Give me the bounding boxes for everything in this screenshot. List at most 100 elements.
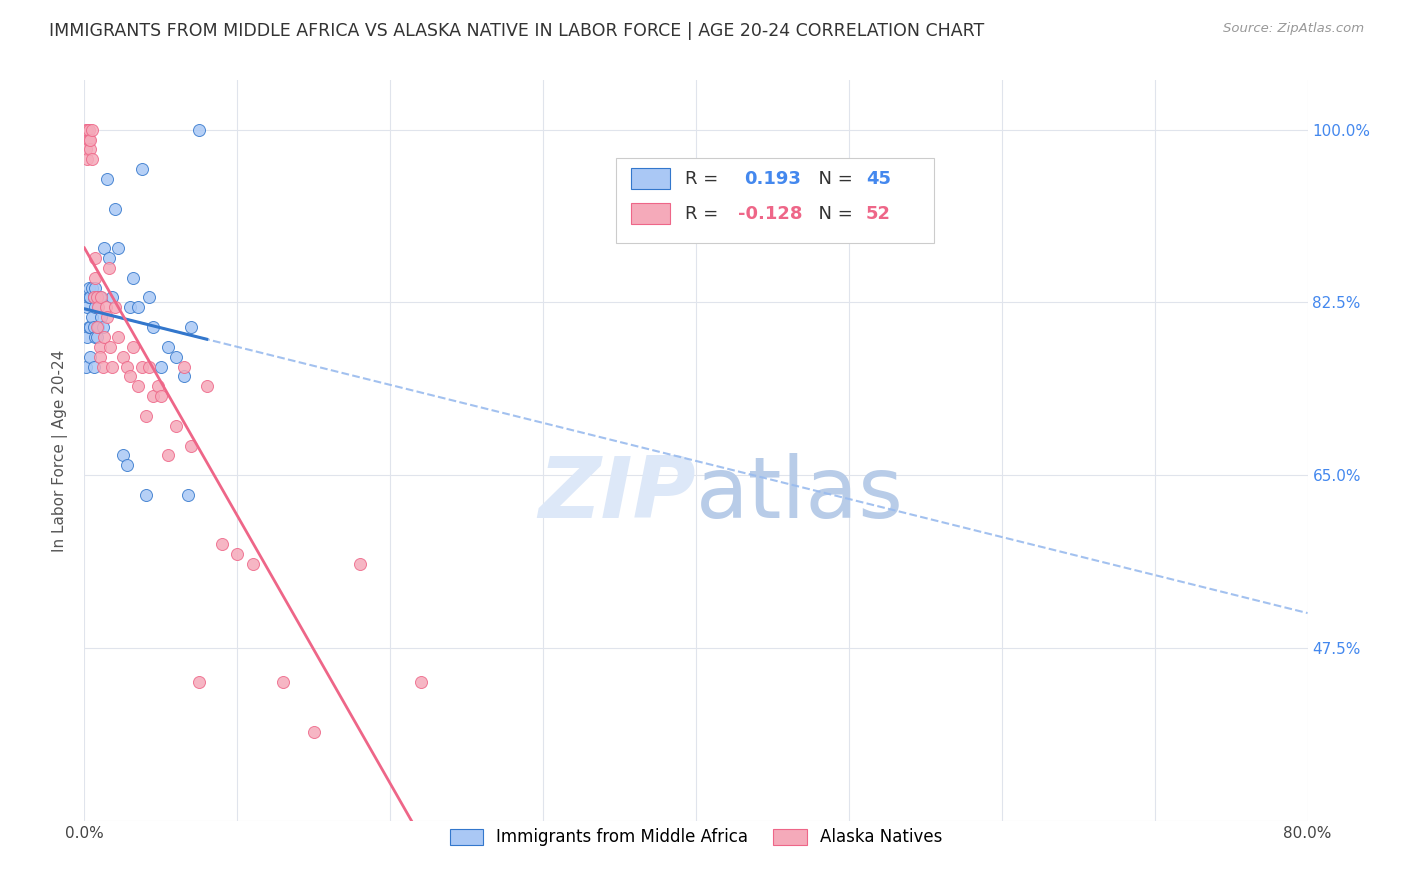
Point [91,359,114,374]
Point [90,290,112,304]
Point [157,449,180,463]
Point [142,389,165,403]
Point [87,301,110,315]
Point [107,330,129,344]
Point [76,153,98,167]
Point [177,488,200,502]
Point [86,290,108,304]
Point [180,438,202,452]
Text: N =: N = [807,204,859,222]
Bar [631,203,671,224]
Point [94,301,117,315]
Point [98,340,121,354]
Point [79,350,101,364]
Point [79,320,101,334]
Point [122,270,145,285]
Point [138,359,160,374]
Point [180,320,202,334]
FancyBboxPatch shape [616,158,935,244]
Point [80,280,103,294]
Point [242,557,264,571]
Text: ZIP: ZIP [538,453,696,536]
Point [149,359,172,374]
Point [76,330,98,344]
Point [127,379,149,393]
Point [104,202,127,216]
Point [83,320,105,334]
Text: atlas: atlas [696,453,904,536]
Point [122,340,145,354]
Point [87,320,110,334]
Point [77,280,100,294]
Point [271,675,294,690]
Point [86,320,108,334]
Text: Source: ZipAtlas.com: Source: ZipAtlas.com [1223,22,1364,36]
Point [91,320,114,334]
Point [211,537,233,551]
Point [120,301,142,315]
Text: R =: R = [685,169,730,187]
Point [76,301,98,315]
Text: 0.193: 0.193 [744,169,800,187]
Point [77,290,100,304]
Point [188,675,211,690]
Point [115,458,138,473]
Point [96,310,118,325]
Point [101,290,124,304]
Point [84,251,107,265]
Bar [631,169,671,189]
Point [79,142,101,156]
Point [111,449,134,463]
Point [89,290,111,304]
Point [84,301,107,315]
Point [146,379,169,393]
Point [83,359,105,374]
Point [77,122,100,136]
Point [111,350,134,364]
Point [131,162,153,177]
Point [165,418,187,433]
Text: N =: N = [807,169,859,187]
Point [93,241,115,255]
Point [80,153,103,167]
Point [97,251,120,265]
Point [83,290,105,304]
Point [131,359,153,374]
Point [409,675,432,690]
Point [75,359,97,374]
Point [75,122,97,136]
Point [77,320,100,334]
Text: 45: 45 [866,169,891,187]
Point [77,132,100,146]
Point [76,122,98,136]
Point [84,270,107,285]
Point [120,369,142,384]
Point [173,359,195,374]
Point [104,301,127,315]
Point [89,350,111,364]
Text: IMMIGRANTS FROM MIDDLE AFRICA VS ALASKA NATIVE IN LABOR FORCE | AGE 20-24 CORREL: IMMIGRANTS FROM MIDDLE AFRICA VS ALASKA … [49,22,984,40]
Point [127,301,149,315]
Point [157,340,180,354]
Point [96,172,118,186]
Text: R =: R = [685,204,724,222]
Point [173,369,195,384]
Point [349,557,371,571]
Point [89,340,111,354]
Point [107,241,129,255]
Text: 52: 52 [866,204,891,222]
Point [80,122,103,136]
Point [226,547,249,561]
Point [101,359,124,374]
Point [86,330,108,344]
Point [188,122,211,136]
Y-axis label: In Labor Force | Age 20-24: In Labor Force | Age 20-24 [52,350,69,551]
Legend: Immigrants from Middle Africa, Alaska Natives: Immigrants from Middle Africa, Alaska Na… [443,822,949,853]
Point [142,320,165,334]
Point [79,132,101,146]
Point [93,330,115,344]
Point [138,290,160,304]
Point [149,389,172,403]
Point [80,310,103,325]
Point [84,280,107,294]
